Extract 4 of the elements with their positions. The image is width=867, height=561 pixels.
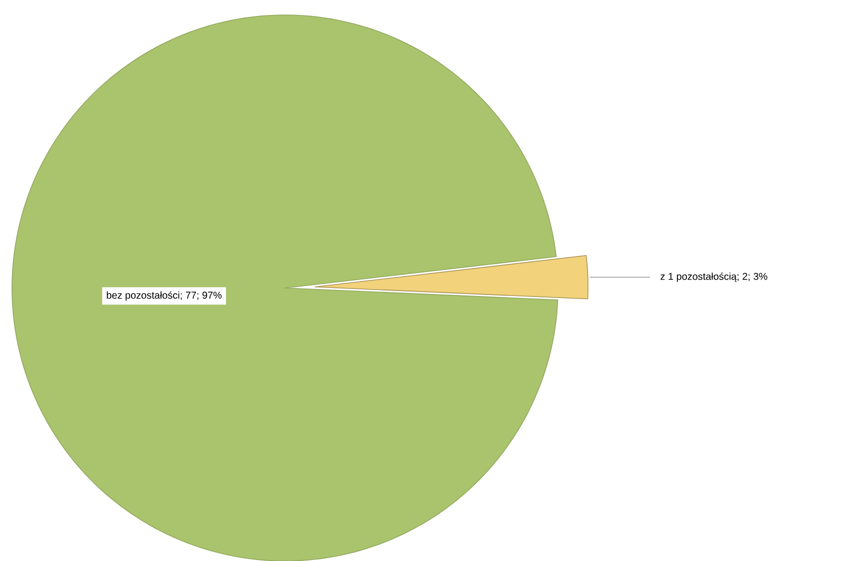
slice-label: bez pozostałości [106, 291, 180, 301]
data-label: ; 2; 3% [738, 272, 768, 282]
data-label: ; 77; 97% [180, 292, 222, 300]
slice-label: z 1 pozostałością [660, 272, 737, 282]
